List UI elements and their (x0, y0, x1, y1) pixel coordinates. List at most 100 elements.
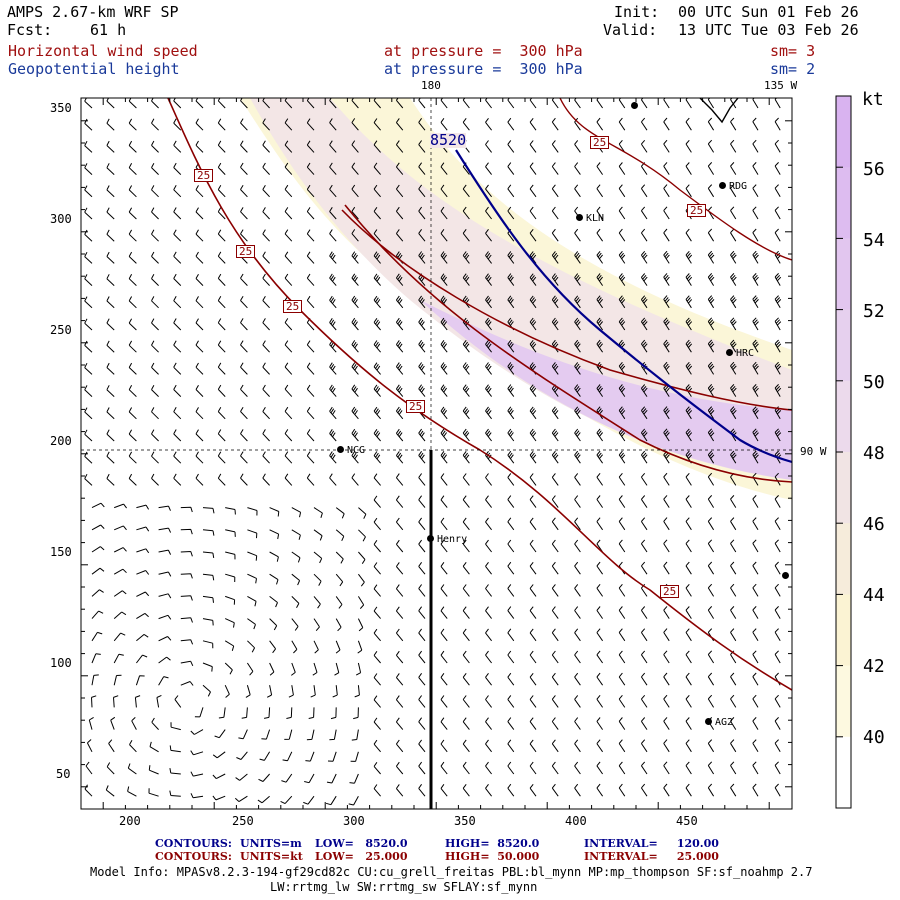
wind-barb (730, 450, 737, 464)
wind-barb (195, 362, 204, 375)
wind-barb (485, 406, 492, 420)
wind-barb (529, 739, 537, 753)
wind-barb (663, 717, 670, 730)
wind-barb (151, 162, 159, 175)
wind-barb (640, 139, 648, 153)
wind-barb (173, 118, 182, 131)
wind-barb (529, 184, 537, 198)
wind-barb (730, 539, 737, 553)
wind-barb (180, 506, 193, 513)
wind-barb (507, 117, 515, 131)
colorbar-segment (836, 380, 851, 453)
wind-barb (262, 295, 270, 309)
wind-barb (551, 406, 559, 420)
wind-barb (395, 628, 404, 642)
wind-barb (195, 251, 204, 264)
wind-barb (618, 472, 626, 486)
wind-barb (136, 504, 150, 510)
colorbar-label-46: 46 (863, 514, 885, 535)
wind-barb (707, 583, 715, 597)
wind-barb (84, 251, 93, 264)
wind-barb (313, 640, 319, 654)
wind-barb (529, 561, 537, 575)
wind-barb (507, 695, 515, 708)
contour2-label: CONTOURS: (155, 850, 232, 863)
wind-barb (752, 606, 759, 619)
wind-barb (202, 662, 213, 672)
wind-barb (462, 451, 470, 464)
wind-barb (440, 184, 448, 198)
wind-barb (151, 185, 159, 198)
wind-barb (173, 296, 182, 309)
wind-barb (707, 339, 715, 353)
wind-barb (169, 768, 181, 775)
wind-barb (246, 662, 254, 676)
wind-contour-25kt-1 (167, 98, 792, 691)
wind-barb (329, 118, 337, 131)
wind-barb (707, 561, 715, 575)
wind-barb (596, 228, 604, 242)
wind-barb (485, 495, 492, 508)
wind-barb (462, 562, 470, 575)
wind-barb (462, 495, 470, 508)
wind-barb (462, 517, 470, 531)
wind-barb (217, 451, 226, 464)
wind-barb (395, 761, 404, 775)
wind-barb (351, 317, 359, 331)
wind-barb (217, 185, 226, 198)
wind-barb (596, 672, 604, 686)
wind-barb (373, 429, 381, 442)
wind-barb (507, 717, 515, 730)
wind-barb (84, 274, 93, 286)
wind-barb (358, 551, 366, 564)
wind-barb (685, 739, 692, 753)
wind-barb (351, 229, 359, 242)
wind-barb (507, 628, 515, 642)
wind-barb (640, 783, 648, 797)
wind-barb (730, 139, 737, 153)
wind-barb (685, 650, 692, 664)
wind-barb (305, 751, 315, 762)
wind-barb (373, 162, 381, 175)
wind-barb (303, 795, 315, 805)
height-contour-label: 8520 (430, 131, 467, 149)
wind-barb (507, 473, 515, 486)
wind-barb (240, 406, 248, 420)
wind-barb (357, 640, 363, 654)
wind-barb (395, 451, 404, 464)
wind-barb (395, 362, 404, 375)
coastline (699, 98, 739, 124)
wind-barb (240, 184, 248, 198)
wind-barb (269, 662, 275, 676)
wind-barb (306, 429, 315, 442)
wind-barb (106, 362, 115, 375)
wind-barb (485, 650, 492, 664)
wind-barb (351, 184, 359, 198)
wind-barb (529, 650, 537, 664)
wind-barb (485, 362, 492, 375)
contour1-units: UNITS=m (240, 837, 302, 850)
wind-barb (202, 684, 211, 697)
wind-barb (551, 140, 559, 153)
wind-barb (707, 761, 715, 775)
wind-barb (284, 273, 293, 286)
wind-barb (618, 162, 626, 175)
wind-barb (730, 761, 737, 775)
wind-barb (106, 473, 115, 486)
wind-barb (485, 717, 492, 730)
wind-barb (752, 672, 759, 686)
wind-barb (217, 118, 226, 131)
wind-barb (247, 507, 258, 516)
wind-barb (774, 184, 781, 198)
wind-barb (373, 118, 381, 131)
wind-barb (217, 273, 226, 286)
wind-barb (618, 539, 626, 553)
forecast-label: Fcst: (7, 21, 53, 39)
wind-barb (91, 674, 99, 686)
wind-barb (663, 739, 670, 753)
wind-barb (774, 761, 781, 775)
wind-barb (596, 650, 604, 664)
wind-barb (485, 384, 492, 397)
station-label: NCG (347, 445, 366, 456)
wind-barb (551, 362, 559, 375)
